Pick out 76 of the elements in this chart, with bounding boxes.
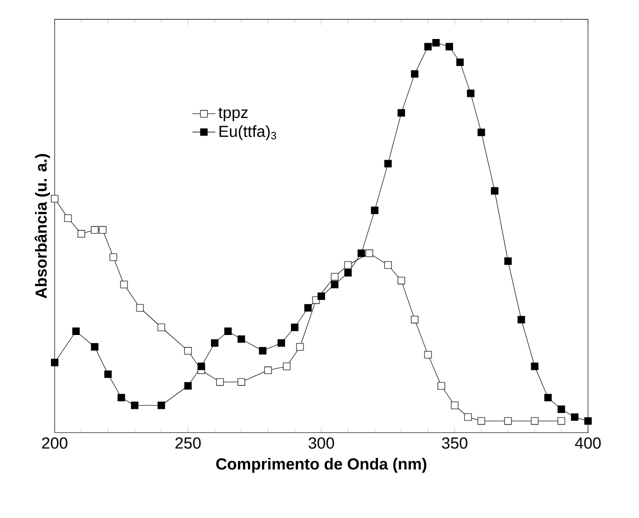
point bbox=[398, 109, 406, 117]
point bbox=[384, 160, 392, 168]
legend-label: Eu(ttfa)$_{3}$ bbox=[220, 125, 276, 140]
point bbox=[216, 378, 224, 386]
point bbox=[518, 316, 526, 324]
point bbox=[318, 292, 326, 300]
point bbox=[456, 58, 464, 66]
point bbox=[50, 194, 58, 202]
point bbox=[118, 394, 126, 402]
point bbox=[184, 382, 192, 390]
point bbox=[358, 250, 366, 258]
point bbox=[438, 382, 446, 390]
point bbox=[330, 272, 338, 280]
point bbox=[410, 316, 418, 324]
point bbox=[366, 250, 374, 258]
point bbox=[530, 362, 538, 370]
point bbox=[110, 253, 118, 261]
point bbox=[478, 128, 486, 136]
point bbox=[64, 214, 72, 222]
point bbox=[158, 402, 166, 410]
point bbox=[544, 394, 552, 402]
point bbox=[104, 370, 112, 378]
point bbox=[450, 402, 458, 410]
point bbox=[466, 90, 474, 98]
point bbox=[478, 417, 486, 425]
point bbox=[504, 257, 512, 265]
point bbox=[98, 226, 106, 234]
point bbox=[584, 417, 592, 425]
point bbox=[464, 413, 472, 421]
point bbox=[50, 358, 58, 366]
x-tick-label: 350 bbox=[442, 437, 468, 449]
legend-label: tppz bbox=[218, 108, 248, 122]
point bbox=[120, 280, 128, 288]
point bbox=[136, 304, 144, 312]
point bbox=[504, 417, 512, 425]
point bbox=[90, 226, 98, 234]
point bbox=[304, 304, 312, 312]
x-axis-title: Comprimento de Onda (nm) bbox=[216, 458, 426, 473]
point bbox=[184, 347, 192, 355]
point bbox=[344, 269, 352, 277]
point bbox=[344, 261, 352, 269]
point bbox=[432, 38, 440, 46]
point bbox=[130, 402, 138, 410]
point bbox=[330, 280, 338, 288]
point bbox=[264, 366, 272, 374]
point bbox=[296, 343, 304, 351]
point bbox=[410, 70, 418, 78]
point bbox=[278, 339, 286, 347]
point bbox=[290, 324, 298, 332]
point bbox=[238, 335, 246, 343]
x-tick-label: 400 bbox=[575, 437, 601, 449]
x-tick-label: 250 bbox=[175, 437, 201, 449]
point bbox=[210, 339, 218, 347]
point bbox=[530, 417, 538, 425]
y-axis-title: Absorbância (u. a.) bbox=[34, 154, 50, 298]
point bbox=[72, 328, 80, 336]
point bbox=[558, 417, 566, 425]
point bbox=[158, 324, 166, 332]
point bbox=[198, 362, 206, 370]
point bbox=[78, 230, 86, 238]
point bbox=[490, 187, 498, 195]
point bbox=[370, 206, 378, 214]
point bbox=[224, 328, 232, 336]
point bbox=[90, 343, 98, 351]
x-tick-label: 200 bbox=[42, 437, 68, 449]
x-tick-label: 300 bbox=[308, 437, 334, 449]
point bbox=[570, 413, 578, 421]
point bbox=[282, 362, 290, 370]
point bbox=[424, 42, 432, 50]
point bbox=[558, 406, 566, 414]
point bbox=[238, 378, 246, 386]
point bbox=[424, 350, 432, 358]
point bbox=[398, 276, 406, 284]
point bbox=[258, 347, 266, 355]
point bbox=[446, 42, 454, 50]
point bbox=[384, 261, 392, 269]
